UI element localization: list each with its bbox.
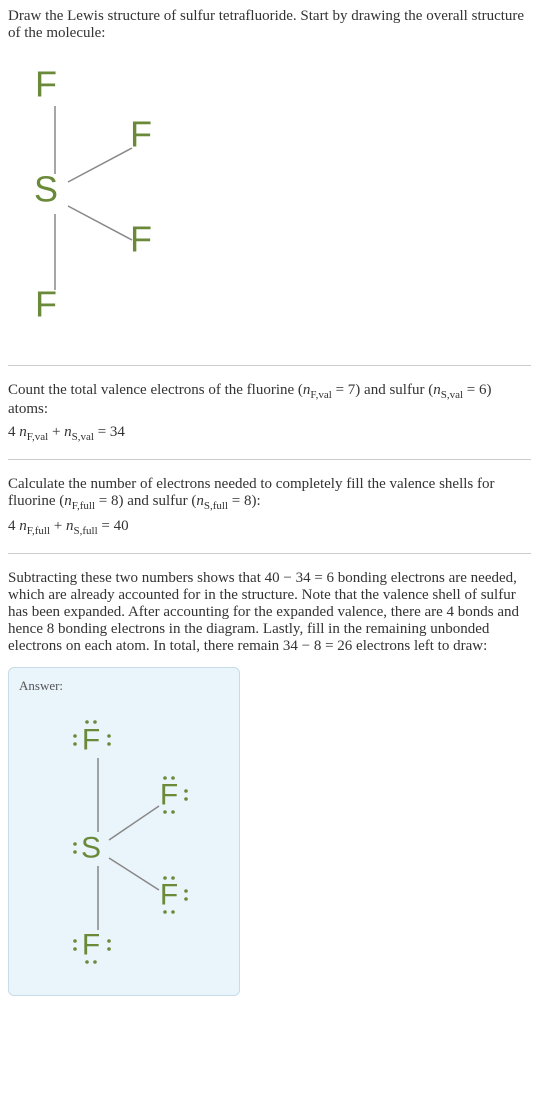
svg-text:F: F — [130, 219, 152, 260]
skeleton-molecule: F F S F F — [16, 54, 531, 349]
text: = 8): — [228, 493, 261, 509]
answer-box: Answer: F F S F F — [8, 667, 240, 996]
text: + — [48, 424, 64, 440]
step1-text: Count the total valence electrons of the… — [8, 382, 303, 398]
sub: F,full — [27, 525, 50, 537]
step2: Calculate the number of electrons needed… — [8, 476, 531, 537]
text: 4 — [8, 518, 19, 534]
answer-label: Answer: — [19, 678, 229, 694]
text: = 7) and sulfur ( — [332, 382, 433, 398]
sub: F,val — [27, 431, 48, 443]
text: = 34 — [94, 424, 125, 440]
svg-text:F: F — [35, 64, 57, 105]
divider — [8, 553, 531, 554]
divider — [8, 365, 531, 366]
step1: Count the total valence electrons of the… — [8, 382, 531, 443]
svg-text:F: F — [130, 114, 152, 155]
svg-text:S: S — [34, 169, 58, 210]
step2-formula: 4 nF,full + nS,full = 40 — [8, 518, 531, 537]
step3-text: Subtracting these two numbers shows that… — [8, 570, 531, 655]
svg-text:S: S — [81, 832, 101, 865]
var: n — [196, 493, 204, 509]
svg-text:F: F — [82, 929, 100, 962]
sub: S,val — [441, 389, 463, 401]
svg-text:F: F — [160, 879, 178, 912]
lewis-structure: F F S F F — [19, 700, 229, 985]
sub: F,full — [72, 500, 95, 512]
var: n — [64, 493, 72, 509]
sub: S,full — [73, 525, 97, 537]
var: n — [64, 424, 72, 440]
sub: F,val — [310, 389, 331, 401]
text: 4 — [8, 424, 19, 440]
var: n — [19, 424, 27, 440]
divider — [8, 459, 531, 460]
text: + — [50, 518, 66, 534]
var: n — [19, 518, 27, 534]
intro-text: Draw the Lewis structure of sulfur tetra… — [8, 8, 531, 42]
sub: S,full — [204, 500, 228, 512]
step1-formula: 4 nF,val + nS,val = 34 — [8, 424, 531, 443]
text: = 8) and sulfur ( — [95, 493, 196, 509]
var: n — [433, 382, 441, 398]
svg-text:F: F — [35, 284, 57, 325]
svg-text:F: F — [82, 724, 100, 757]
text: = 40 — [98, 518, 129, 534]
sub: S,val — [72, 431, 94, 443]
svg-text:F: F — [160, 779, 178, 812]
